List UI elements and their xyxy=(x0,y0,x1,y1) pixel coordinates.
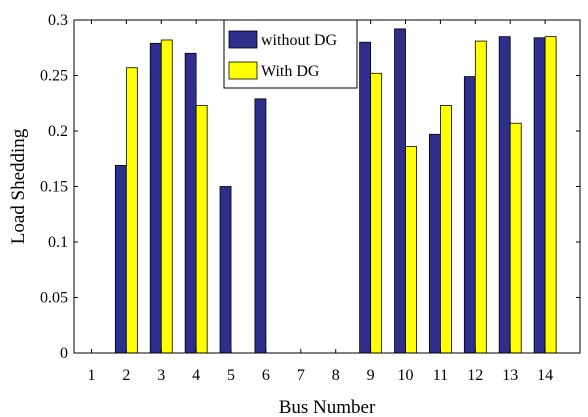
bar-without-dg-bus-13 xyxy=(498,36,511,354)
y-tick-label: 0.1 xyxy=(48,234,68,251)
x-ticks: 1 2 3 4 5 6 7 8 9 10 11 12 13 14 xyxy=(87,20,553,384)
x-tick-label: 6 xyxy=(262,367,270,384)
x-tick-label: 8 xyxy=(332,367,340,384)
bar-without-dg-bus-9 xyxy=(359,41,372,354)
bar-without-dg-bus-14 xyxy=(533,37,546,354)
bar-without-dg-bus-4 xyxy=(184,52,197,354)
bar-without-dg-bus-12 xyxy=(463,76,476,354)
x-tick-label: 14 xyxy=(537,367,553,384)
bar-with-dg-bus-2 xyxy=(125,67,138,354)
x-tick-label: 1 xyxy=(87,367,95,384)
bar-without-dg-bus-10 xyxy=(394,28,406,354)
bar-without-dg-bus-11 xyxy=(429,133,441,354)
x-tick-label: 7 xyxy=(297,367,305,384)
x-axis-title: Bus Number xyxy=(279,397,376,417)
bar-with-dg-bus-11 xyxy=(440,105,452,354)
y-tick-label: 0.05 xyxy=(40,290,68,307)
bar-with-dg-bus-3 xyxy=(160,39,173,354)
legend-swatch-without-dg xyxy=(228,30,258,49)
bar-with-dg-bus-4 xyxy=(195,105,208,354)
legend-label-with-dg: With DG xyxy=(261,63,320,80)
x-tick-label: 12 xyxy=(467,367,483,384)
x-tick-label: 10 xyxy=(398,367,414,384)
bars-layer xyxy=(114,28,557,354)
x-tick-label: 11 xyxy=(433,367,448,384)
y-tick-label: 0.3 xyxy=(48,12,68,29)
legend-swatch-with-dg xyxy=(228,61,258,80)
y-axis-title: Load Shedding xyxy=(8,128,29,244)
bar-without-dg-bus-6 xyxy=(254,98,267,354)
x-tick-label: 2 xyxy=(122,367,130,384)
bar-with-dg-bus-14 xyxy=(544,36,557,354)
bar-with-dg-bus-10 xyxy=(405,146,417,354)
bar-with-dg-bus-13 xyxy=(509,122,522,354)
y-tick-label: 0 xyxy=(60,345,68,362)
axes: 1 2 3 4 5 6 7 8 9 10 11 12 13 14 00.050.10.150.20.250… xyxy=(40,12,581,384)
bar-without-dg-bus-3 xyxy=(149,42,162,354)
x-tick-label: 3 xyxy=(157,367,165,384)
bar-without-dg-bus-5 xyxy=(219,186,232,354)
x-tick-label: 9 xyxy=(367,367,375,384)
legend: without DG With DG xyxy=(223,19,358,89)
bar-with-dg-bus-9 xyxy=(370,72,383,354)
bar-without-dg-bus-2 xyxy=(114,165,127,354)
x-tick-label: 4 xyxy=(192,367,200,384)
y-tick-label: 0.25 xyxy=(40,68,68,85)
y-tick-label: 0.15 xyxy=(40,179,68,196)
x-tick-label: 13 xyxy=(502,367,518,384)
legend-label-without-dg: without DG xyxy=(261,32,337,49)
y-ticks: 0 0.05 0.1 0.15 0.2 0.25 0.3 xyxy=(40,12,580,362)
bar-with-dg-bus-12 xyxy=(474,40,487,354)
y-tick-label: 0.2 xyxy=(48,123,68,140)
x-tick-label: 5 xyxy=(227,367,235,384)
